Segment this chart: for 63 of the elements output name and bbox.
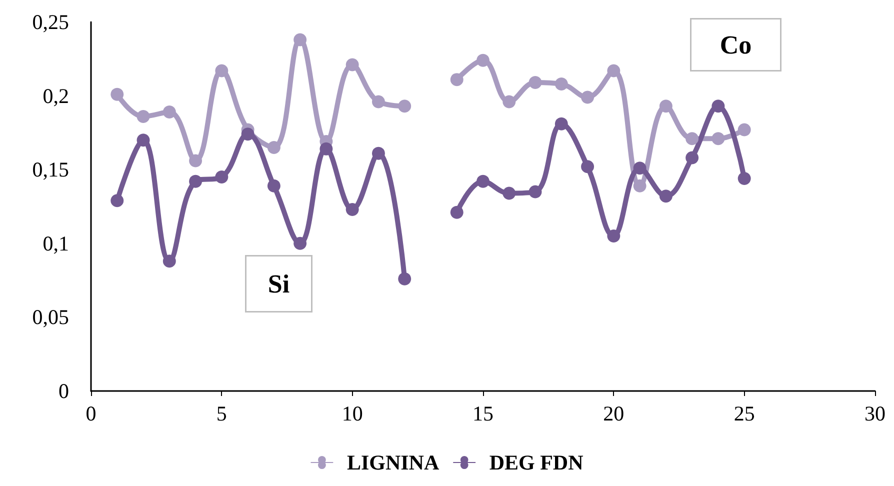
point bbox=[502, 186, 516, 200]
point bbox=[607, 64, 620, 78]
point bbox=[528, 185, 542, 198]
point bbox=[686, 151, 699, 164]
point bbox=[110, 194, 124, 208]
point bbox=[450, 73, 464, 86]
point bbox=[294, 236, 307, 250]
point bbox=[476, 54, 490, 67]
point bbox=[136, 110, 150, 123]
y-tick-label: 0 bbox=[58, 379, 69, 403]
point bbox=[712, 100, 725, 113]
point bbox=[398, 100, 412, 113]
point bbox=[162, 254, 176, 268]
x-tick-label: 20 bbox=[603, 402, 624, 426]
y-tick-label: 0,2 bbox=[42, 84, 69, 108]
point bbox=[581, 90, 594, 104]
annotation: Si bbox=[268, 269, 290, 298]
x-tick-label: 5 bbox=[216, 402, 227, 426]
point bbox=[136, 134, 150, 147]
point bbox=[241, 128, 254, 141]
point bbox=[712, 132, 725, 146]
point bbox=[450, 206, 464, 219]
point bbox=[346, 202, 359, 216]
point bbox=[633, 162, 646, 175]
y-tick-label: 0,05 bbox=[32, 305, 69, 330]
y-tick-label: 0,25 bbox=[32, 10, 69, 34]
point bbox=[215, 64, 228, 78]
legend-label: LIGNINA bbox=[346, 450, 440, 474]
legend-label: DEG FDN bbox=[489, 450, 584, 474]
point bbox=[110, 88, 124, 101]
point bbox=[267, 140, 280, 154]
point bbox=[267, 179, 280, 192]
point bbox=[320, 142, 333, 156]
point bbox=[633, 179, 646, 192]
point bbox=[607, 230, 620, 243]
x-tick-label: 25 bbox=[734, 402, 755, 426]
point bbox=[528, 76, 542, 90]
point bbox=[294, 33, 307, 46]
point bbox=[372, 95, 385, 108]
point bbox=[738, 123, 751, 136]
point bbox=[398, 272, 412, 286]
point bbox=[189, 154, 202, 168]
point bbox=[554, 77, 568, 90]
x-tick-label: 30 bbox=[864, 402, 886, 426]
point bbox=[346, 58, 359, 72]
y-tick-label: 0,1 bbox=[42, 231, 69, 256]
point bbox=[659, 190, 672, 203]
point bbox=[372, 146, 385, 160]
annotation: Co bbox=[720, 30, 752, 60]
point bbox=[581, 160, 594, 174]
x-tick-label: 0 bbox=[86, 402, 96, 426]
point bbox=[162, 106, 176, 119]
x-tick-label: 15 bbox=[472, 402, 494, 426]
point bbox=[686, 132, 699, 146]
x-tick-label: 10 bbox=[342, 402, 363, 426]
point bbox=[738, 172, 751, 185]
point bbox=[189, 174, 202, 188]
point bbox=[476, 174, 490, 188]
y-tick-label: 0,15 bbox=[32, 158, 69, 182]
point bbox=[215, 170, 228, 184]
point bbox=[502, 95, 516, 108]
point bbox=[554, 117, 568, 130]
point bbox=[659, 100, 672, 113]
